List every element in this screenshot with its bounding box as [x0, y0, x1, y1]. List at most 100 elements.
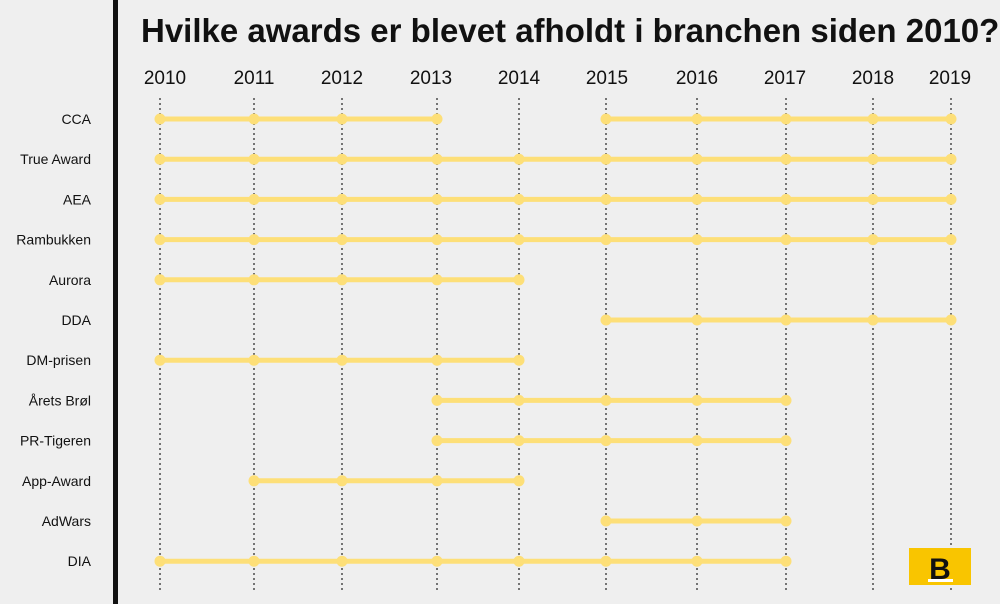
award-point — [780, 234, 792, 246]
award-point — [691, 153, 703, 165]
award-label: Årets Brøl — [29, 392, 91, 408]
award-point — [600, 234, 612, 246]
award-point — [780, 153, 792, 165]
award-point — [336, 153, 348, 165]
award-point — [513, 274, 525, 286]
award-label: Rambukken — [16, 232, 91, 248]
award-point — [945, 113, 957, 125]
award-point — [600, 193, 612, 205]
award-point — [780, 515, 792, 527]
award-point — [867, 234, 879, 246]
year-label-2015: 2015 — [586, 68, 628, 89]
award-point — [431, 274, 443, 286]
award-point — [154, 113, 166, 125]
award-point — [691, 515, 703, 527]
award-label: AdWars — [42, 513, 91, 529]
award-point — [691, 394, 703, 406]
award-point — [336, 555, 348, 567]
award-point — [691, 435, 703, 447]
award-point — [513, 555, 525, 567]
award-point — [248, 475, 260, 487]
year-label-2010: 2010 — [144, 68, 186, 89]
year-label-2014: 2014 — [498, 68, 541, 89]
award-point — [945, 234, 957, 246]
award-point — [154, 153, 166, 165]
award-label: DM-prisen — [26, 352, 91, 368]
award-point — [780, 555, 792, 567]
award-label: AEA — [63, 191, 92, 207]
award-point — [154, 274, 166, 286]
year-label-2012: 2012 — [321, 68, 363, 89]
award-point — [336, 475, 348, 487]
award-row: Rambukken — [16, 232, 957, 248]
award-point — [600, 555, 612, 567]
award-point — [780, 435, 792, 447]
award-point — [691, 113, 703, 125]
award-point — [780, 193, 792, 205]
year-label-2018: 2018 — [852, 68, 894, 89]
award-row: DIA — [68, 553, 792, 569]
award-point — [248, 153, 260, 165]
award-point — [867, 193, 879, 205]
year-label-2011: 2011 — [234, 68, 275, 89]
award-label: DIA — [68, 553, 92, 569]
year-labels: 2010 2011 2012 2013 2014 2015 2016 2017 2018 2019 — [144, 68, 971, 89]
award-point — [154, 234, 166, 246]
award-row: Årets Brøl — [29, 392, 792, 408]
award-point — [513, 354, 525, 366]
year-label-2017: 2017 — [764, 68, 806, 89]
award-label: True Award — [20, 151, 91, 167]
award-point — [780, 113, 792, 125]
award-point — [600, 394, 612, 406]
year-label-2016: 2016 — [676, 68, 718, 89]
award-point — [431, 555, 443, 567]
award-point — [600, 314, 612, 326]
award-point — [336, 274, 348, 286]
brand-logo-background — [909, 548, 971, 585]
award-point — [600, 515, 612, 527]
award-point — [336, 354, 348, 366]
award-point — [431, 153, 443, 165]
award-point — [513, 193, 525, 205]
award-point — [691, 555, 703, 567]
award-point — [431, 193, 443, 205]
award-point — [248, 234, 260, 246]
award-point — [154, 555, 166, 567]
award-label: CCA — [61, 111, 91, 127]
award-point — [600, 153, 612, 165]
award-row: DDA — [61, 312, 957, 328]
award-point — [945, 153, 957, 165]
award-row: Aurora — [49, 272, 525, 288]
award-point — [248, 113, 260, 125]
award-point — [248, 354, 260, 366]
award-point — [945, 193, 957, 205]
award-label: App-Award — [22, 473, 91, 489]
award-point — [431, 475, 443, 487]
award-row: DM-prisen — [26, 352, 525, 368]
brand-logo-letter: B — [929, 553, 951, 586]
award-point — [513, 394, 525, 406]
award-point — [336, 193, 348, 205]
award-point — [513, 234, 525, 246]
award-point — [691, 314, 703, 326]
year-gridlines — [159, 98, 952, 590]
award-point — [600, 113, 612, 125]
award-point — [431, 113, 443, 125]
award-point — [780, 314, 792, 326]
brand-logo-underline — [928, 579, 953, 582]
award-point — [431, 394, 443, 406]
award-label: Aurora — [49, 272, 91, 288]
award-point — [336, 234, 348, 246]
award-point — [691, 234, 703, 246]
award-point — [431, 435, 443, 447]
award-point — [513, 475, 525, 487]
award-point — [248, 274, 260, 286]
award-point — [867, 113, 879, 125]
year-label-2019: 2019 — [929, 68, 971, 89]
award-point — [867, 314, 879, 326]
award-point — [431, 354, 443, 366]
award-point — [431, 234, 443, 246]
award-point — [154, 354, 166, 366]
award-point — [513, 153, 525, 165]
award-row: App-Award — [22, 473, 525, 489]
